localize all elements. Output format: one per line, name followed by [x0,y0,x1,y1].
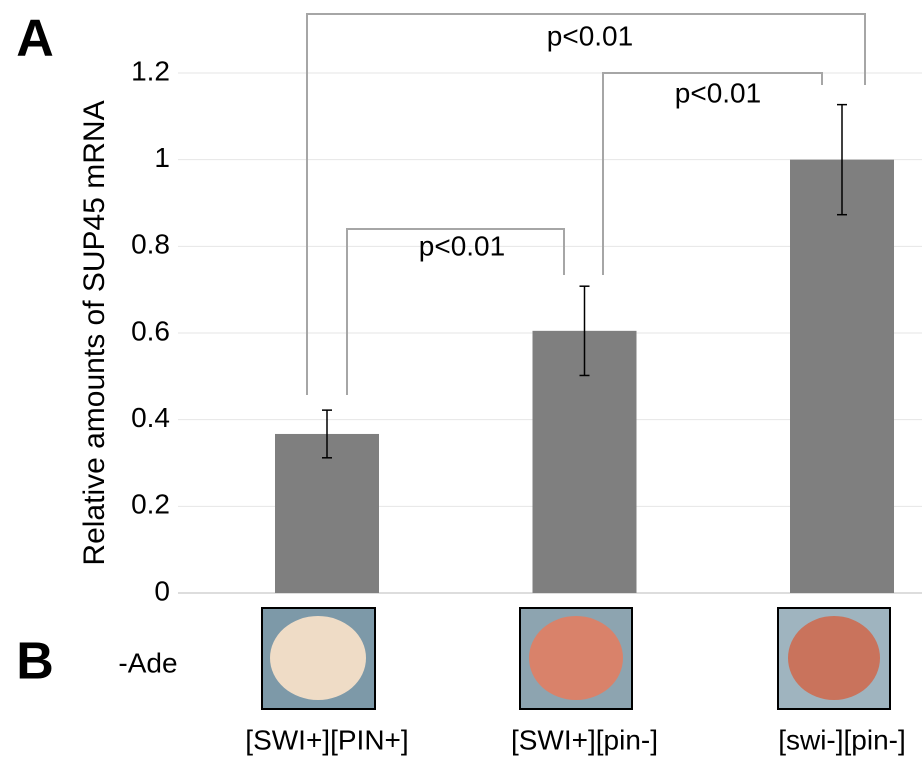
significance-bracket [602,72,823,275]
x-tick-label: [swi-][pin-] [778,724,906,755]
panel-label: B [16,633,54,691]
row-label: -Ade [118,647,177,678]
colony [529,616,623,700]
y-tick-label: 0.2 [131,489,170,520]
y-tick-label: 0 [154,575,170,606]
colony [788,616,880,700]
colony-images [261,607,891,710]
x-tick-label: [SWI+][pin-] [511,724,658,755]
bar [790,159,894,593]
y-tick-label: 1 [154,142,170,173]
error-bar [579,285,590,377]
x-tick-label: [SWI+][PIN+] [245,724,408,755]
bar [275,433,379,593]
significance-bracket [346,228,565,395]
error-bar [322,409,332,459]
significance-bracket [306,13,866,395]
y-tick-label: 1.2 [131,55,170,86]
y-tick-label: 0.4 [131,402,170,433]
y-tick-label: 0.8 [131,229,170,260]
annotation: p<0.01 [675,77,761,108]
panel-label: A [16,10,54,68]
error-bar [837,103,847,216]
colony [270,616,366,700]
y-axis-label: Relative amounts of SUP45 mRNA [78,100,111,565]
annotation: p<0.01 [419,230,505,261]
y-tick-label: 0.6 [131,315,170,346]
annotation: p<0.01 [547,20,633,51]
